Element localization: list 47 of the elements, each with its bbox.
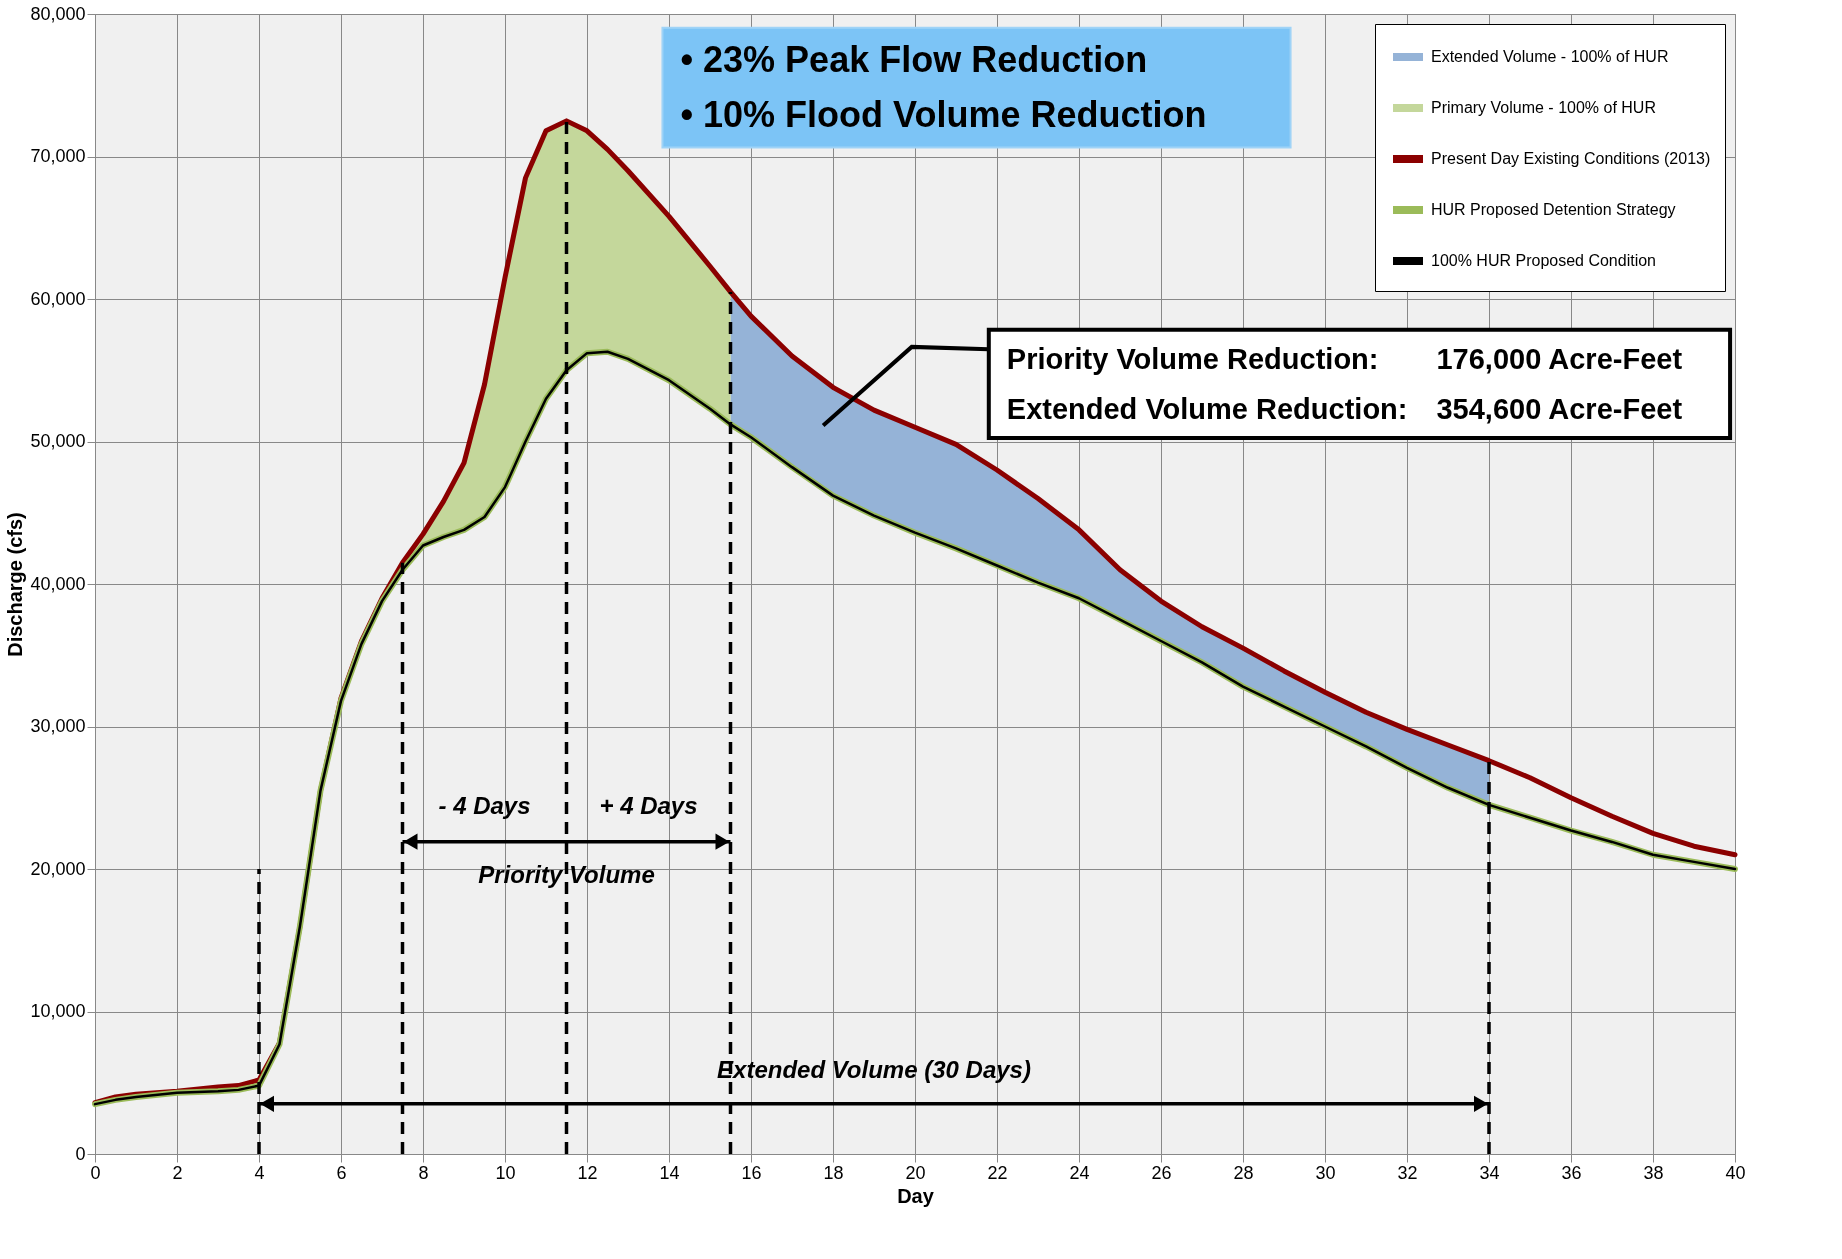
legend-label: Primary Volume - 100% of HUR bbox=[1431, 99, 1656, 116]
x-tick-label: 22 bbox=[987, 1162, 1008, 1183]
legend-label: 100% HUR Proposed Condition bbox=[1431, 252, 1657, 269]
annotation: • 23% Peak Flow Reduction bbox=[680, 39, 1148, 81]
y-axis-title: Discharge (cfs) bbox=[4, 512, 27, 657]
annotation: - 4 Days bbox=[438, 792, 531, 820]
x-axis-title: Day bbox=[897, 1184, 935, 1207]
x-tick-label: 16 bbox=[741, 1162, 762, 1183]
x-tick-label: 28 bbox=[1233, 1162, 1254, 1183]
x-tick-label: 4 bbox=[254, 1162, 265, 1183]
x-tick-label: 18 bbox=[823, 1162, 844, 1183]
x-tick-label: 24 bbox=[1069, 1162, 1090, 1183]
y-tick-label: 10,000 bbox=[30, 1001, 86, 1021]
y-tick-label: 40,000 bbox=[30, 573, 86, 594]
y-tick-label: 70,000 bbox=[30, 146, 86, 166]
annotation: Priority Volume Reduction: bbox=[1006, 343, 1379, 376]
x-tick-label: 34 bbox=[1479, 1162, 1500, 1183]
legend-label: Extended Volume - 100% of HUR bbox=[1431, 48, 1669, 65]
annotation: • 10% Flood Volume Reduction bbox=[680, 94, 1207, 136]
x-tick-label: 12 bbox=[577, 1162, 598, 1183]
annotation: Priority Volume bbox=[478, 860, 655, 888]
x-tick-label: 20 bbox=[905, 1162, 926, 1183]
y-tick-label: 60,000 bbox=[30, 288, 86, 309]
annotation: 176,000 Acre-Feet bbox=[1436, 343, 1683, 376]
annotation: Extended Volume (30 Days) bbox=[717, 1056, 1031, 1084]
legend-label: Present Day Existing Conditions (2013) bbox=[1431, 150, 1711, 167]
y-tick-label: 30,000 bbox=[30, 716, 86, 736]
x-tick-label: 38 bbox=[1643, 1162, 1664, 1183]
x-tick-label: 8 bbox=[418, 1162, 429, 1183]
annotation: Extended Volume Reduction: bbox=[1006, 392, 1408, 425]
x-tick-label: 0 bbox=[90, 1162, 101, 1183]
x-tick-label: 26 bbox=[1151, 1162, 1172, 1183]
x-tick-label: 40 bbox=[1725, 1162, 1746, 1183]
y-tick-label: 20,000 bbox=[30, 858, 86, 879]
y-tick-label: 50,000 bbox=[30, 431, 86, 451]
y-tick-label: 0 bbox=[75, 1143, 86, 1164]
x-tick-label: 30 bbox=[1315, 1162, 1336, 1183]
legend-label: HUR Proposed Detention Strategy bbox=[1431, 201, 1676, 218]
x-tick-label: 32 bbox=[1397, 1162, 1418, 1183]
annotation: + 4 Days bbox=[599, 792, 698, 820]
y-tick-label: 80,000 bbox=[30, 3, 86, 24]
x-tick-label: 6 bbox=[336, 1162, 347, 1183]
x-tick-label: 10 bbox=[495, 1162, 516, 1183]
annotation: 354,600 Acre-Feet bbox=[1436, 392, 1683, 425]
x-tick-label: 36 bbox=[1561, 1162, 1582, 1183]
x-tick-label: 2 bbox=[172, 1162, 183, 1183]
x-tick-label: 14 bbox=[659, 1162, 680, 1183]
